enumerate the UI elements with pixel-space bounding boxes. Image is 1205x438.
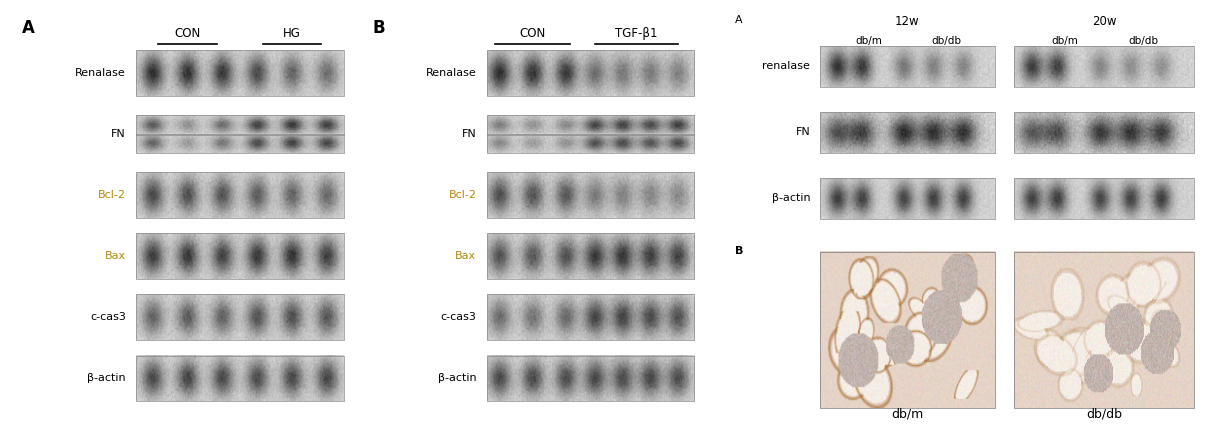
Text: A: A: [22, 19, 35, 37]
Text: β-actin: β-actin: [437, 374, 476, 383]
Text: β-actin: β-actin: [771, 193, 810, 203]
Bar: [487, 294, 694, 340]
Text: renalase: renalase: [763, 61, 810, 71]
Text: FN: FN: [111, 129, 127, 139]
Text: Bcl-2: Bcl-2: [98, 190, 127, 200]
Text: Bax: Bax: [455, 251, 476, 261]
Bar: [819, 252, 995, 408]
Text: 12w: 12w: [895, 15, 919, 28]
Bar: [136, 172, 343, 218]
Bar: [487, 115, 694, 134]
Text: β-actin: β-actin: [87, 374, 127, 383]
Bar: [136, 356, 343, 401]
Text: CON: CON: [175, 27, 201, 40]
Text: c-cas3: c-cas3: [90, 312, 127, 322]
Bar: [136, 294, 343, 340]
Text: TGF-β1: TGF-β1: [615, 27, 658, 40]
Text: db/m: db/m: [892, 408, 923, 421]
Bar: [136, 50, 343, 96]
Bar: [1015, 46, 1194, 87]
Text: c-cas3: c-cas3: [441, 312, 476, 322]
Bar: [819, 46, 995, 87]
Text: db/db: db/db: [1086, 408, 1122, 421]
Text: 20w: 20w: [1092, 15, 1117, 28]
Bar: [487, 233, 694, 279]
Bar: [487, 172, 694, 218]
Text: Renalase: Renalase: [425, 68, 476, 78]
Text: db/db: db/db: [931, 36, 960, 46]
Bar: [819, 178, 995, 219]
Text: B: B: [735, 246, 743, 256]
Text: CON: CON: [519, 27, 546, 40]
Text: HG: HG: [283, 27, 301, 40]
Text: Renalase: Renalase: [75, 68, 127, 78]
Text: A: A: [735, 15, 742, 25]
Text: db/db: db/db: [1129, 36, 1159, 46]
Bar: [1015, 112, 1194, 153]
Text: FN: FN: [462, 129, 476, 139]
Text: B: B: [372, 19, 386, 37]
Text: Bax: Bax: [105, 251, 127, 261]
Bar: [1015, 178, 1194, 219]
Bar: [1015, 252, 1194, 408]
Text: db/m: db/m: [1051, 36, 1078, 46]
Text: Bcl-2: Bcl-2: [448, 190, 476, 200]
Bar: [487, 356, 694, 401]
Text: FN: FN: [795, 127, 810, 138]
Text: db/m: db/m: [856, 36, 882, 46]
Bar: [136, 134, 343, 153]
Bar: [136, 233, 343, 279]
Bar: [136, 115, 343, 134]
Bar: [487, 134, 694, 153]
Bar: [487, 50, 694, 96]
Bar: [819, 112, 995, 153]
